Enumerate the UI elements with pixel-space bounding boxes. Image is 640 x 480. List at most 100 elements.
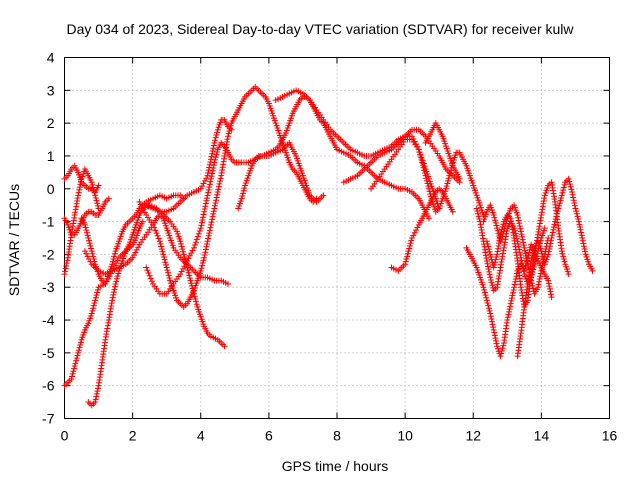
data-point (200, 257, 207, 264)
data-point (582, 248, 589, 255)
data-point (139, 204, 146, 211)
data-point (444, 180, 451, 187)
data-point (511, 284, 518, 291)
data-point (94, 385, 101, 392)
data-point (530, 247, 537, 254)
data-point (132, 249, 139, 256)
data-point (192, 298, 199, 305)
data-point (550, 224, 557, 231)
data-point (574, 213, 581, 220)
data-point (217, 178, 224, 185)
data-point (86, 240, 93, 247)
data-point (88, 310, 95, 317)
data-point (93, 197, 100, 204)
data-point (413, 227, 420, 234)
data-point (215, 183, 222, 190)
data-point (521, 247, 528, 254)
data-point (200, 211, 207, 218)
data-point (523, 253, 530, 260)
data-point (213, 197, 220, 204)
data-point (159, 248, 166, 255)
data-point (554, 208, 561, 215)
data-point (561, 181, 568, 188)
data-point (520, 239, 527, 246)
data-point (210, 210, 217, 217)
data-point (186, 275, 193, 282)
data-point (211, 205, 218, 212)
data-point (146, 272, 153, 279)
data-point (515, 217, 522, 224)
data-point (158, 246, 165, 253)
data-point (161, 256, 168, 263)
data-point (484, 260, 491, 267)
data-point (507, 300, 514, 307)
data-point (70, 368, 77, 375)
data-point (88, 248, 95, 255)
data-track-20 (483, 179, 572, 310)
data-point (75, 189, 82, 196)
data-point (494, 227, 501, 234)
data-point (515, 214, 522, 221)
y-tick-label: -1 (42, 214, 55, 230)
data-point (508, 295, 515, 302)
data-point (192, 296, 199, 303)
data-point (77, 339, 84, 346)
data-point (143, 264, 150, 271)
data-point (205, 186, 212, 193)
data-point (493, 340, 500, 347)
data-point (105, 195, 112, 202)
data-point (92, 294, 99, 301)
data-point (189, 247, 196, 254)
data-point (405, 248, 412, 255)
data-point (112, 283, 119, 290)
data-point (151, 224, 158, 231)
data-point (545, 248, 552, 255)
data-point (228, 126, 235, 133)
data-point (528, 257, 535, 264)
data-point (550, 226, 557, 233)
x-tick-label: 12 (465, 428, 481, 444)
data-point (419, 157, 426, 164)
data-point (221, 343, 228, 350)
data-point (480, 284, 487, 291)
data-point (201, 208, 208, 215)
y-tick-label: 4 (47, 50, 55, 66)
data-point (534, 284, 541, 291)
data-point (536, 278, 543, 285)
data-point (500, 342, 507, 349)
data-point (568, 186, 575, 193)
data-point (520, 265, 527, 272)
data-point (538, 265, 545, 272)
x-tick-label: 10 (397, 428, 413, 444)
data-point (182, 260, 189, 267)
data-point (178, 243, 185, 250)
data-point (546, 285, 553, 292)
data-point (320, 192, 327, 199)
data-point (196, 227, 203, 234)
data-point (94, 388, 101, 395)
data-track-13 (340, 133, 487, 219)
data-point (90, 187, 97, 194)
x-axis-label: GPS time / hours (282, 458, 389, 474)
data-point (210, 208, 217, 215)
data-point (201, 177, 208, 184)
y-tick-label: -2 (42, 246, 55, 262)
data-point (207, 221, 214, 228)
data-point (418, 154, 425, 161)
data-point (538, 248, 545, 255)
data-point (517, 225, 524, 232)
data-point (571, 199, 578, 206)
data-point (92, 396, 99, 403)
data-point (560, 253, 567, 260)
y-tick-label: -5 (42, 345, 55, 361)
data-point (208, 153, 215, 160)
data-point (206, 230, 213, 237)
data-point (580, 243, 587, 250)
data-point (529, 252, 536, 259)
data-point (90, 302, 97, 309)
data-point (89, 307, 96, 314)
data-point (213, 151, 220, 158)
data-point (90, 305, 97, 312)
data-track-5 (78, 192, 187, 287)
data-point (536, 276, 543, 283)
